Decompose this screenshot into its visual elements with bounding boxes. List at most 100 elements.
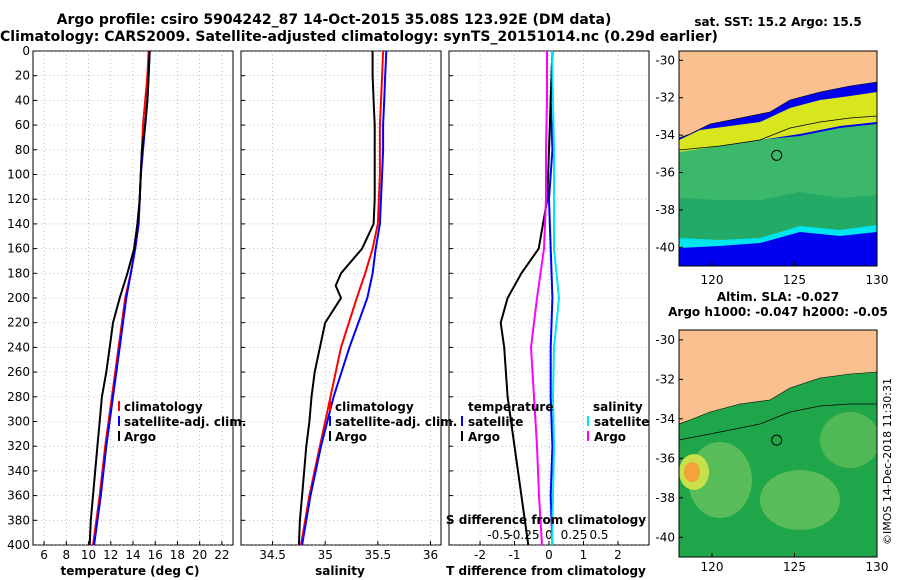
- temperature-series-argo: [88, 50, 151, 546]
- temperature-xtick-label: 16: [148, 548, 163, 562]
- salinity-axis-title: salinity: [315, 564, 365, 578]
- depth-tick-label: 340: [7, 464, 30, 478]
- s-difference-axis-title: S difference from climatology: [446, 513, 646, 527]
- depth-tick-label: 360: [7, 489, 30, 503]
- depth-tick-label: 40: [15, 93, 30, 107]
- legend-label-argo: Argo: [124, 430, 156, 444]
- depth-tick-label: 100: [7, 168, 30, 182]
- temperature-xtick-label: 18: [170, 548, 185, 562]
- depth-tick-label: 320: [7, 439, 30, 453]
- sla-map-title-line2: Argo h1000: -0.047 h2000: -0.05: [668, 305, 888, 319]
- temperature-axis-title: temperature (deg C): [61, 564, 200, 578]
- depth-tick-label: 260: [7, 365, 30, 379]
- depth-tick-label: 160: [7, 242, 30, 256]
- depth-tick-label: 120: [7, 192, 30, 206]
- sst-map-title: sat. SST: 15.2 Argo: 15.5: [694, 15, 861, 29]
- legend-label-satellite: satellite-adj. clim.: [335, 415, 457, 429]
- depth-tick-label: 180: [7, 266, 30, 280]
- s-difference-tick-label: -0.5: [487, 528, 510, 542]
- salinity-xtick-label: 35.5: [364, 548, 391, 562]
- sst-map-coastline: [679, 81, 877, 139]
- salinity-legend: climatology satellite-adj. clim. Argo: [329, 400, 457, 444]
- sst-map-lat-label: -32: [655, 91, 675, 105]
- sst-map-lat-label: -40: [655, 240, 675, 254]
- difference-series-t-satellite: [547, 50, 554, 546]
- sla-map-lat-label: -32: [655, 372, 675, 386]
- legend-label-t-satellite: satellite: [468, 415, 523, 429]
- s-difference-tick-label: -0.25: [508, 528, 539, 542]
- depth-tick-label: 20: [15, 69, 30, 83]
- sst-map-frame: [678, 50, 878, 267]
- sst-map-green-band: [679, 124, 877, 200]
- t-difference-axis-title: T difference from climatology: [446, 564, 646, 578]
- sla-map-frame: [678, 329, 878, 558]
- difference-legend: temperature satellite Argo salinity sate…: [461, 400, 649, 444]
- sla-map-light-patch-3: [820, 412, 877, 468]
- depth-tick-label: 60: [15, 118, 30, 132]
- difference-xtick-label: 2: [614, 548, 622, 562]
- depth-tick-label: 0: [22, 44, 30, 58]
- salinity-series-satellite-adj-clim-: [301, 50, 388, 546]
- sla-map-lon-label: 125: [783, 560, 806, 574]
- sla-map-lat-label: -30: [655, 333, 675, 347]
- sla-map-coastline: [679, 371, 877, 425]
- legend-label-t-argo: Argo: [468, 430, 500, 444]
- depth-tick-label: 80: [15, 143, 30, 157]
- sla-map-lat-label: -34: [655, 412, 675, 426]
- depth-tick-label: 240: [7, 340, 30, 354]
- depth-tick-label: 300: [7, 415, 30, 429]
- s-difference-tick-label: 0.5: [589, 528, 608, 542]
- sst-map-lon-label: 120: [701, 273, 724, 287]
- depth-tick-label: 220: [7, 316, 30, 330]
- s-difference-tick-label: 0.25: [561, 528, 588, 542]
- salinity-xtick-label: 36: [423, 548, 438, 562]
- depth-tick-label: 280: [7, 390, 30, 404]
- salinity-xtick-label: 34.5: [259, 548, 286, 562]
- legend-label-argo: Argo: [335, 430, 367, 444]
- sla-map-land: [679, 330, 877, 424]
- sst-map-shelf-contour: [679, 115, 877, 151]
- difference-series-t-argo: [499, 50, 554, 546]
- figure-title-line2: Climatology: CARS2009. Satellite-adjuste…: [0, 29, 718, 45]
- difference-series-s-argo: [529, 51, 548, 546]
- depth-tick-label: 200: [7, 291, 30, 305]
- sst-map-lat-label: -34: [655, 128, 675, 142]
- sla-map-light-patch-2: [760, 470, 840, 530]
- sla-map-lon-label: 130: [866, 560, 889, 574]
- difference-xtick-label: -2: [474, 548, 486, 562]
- sla-map-lat-label: -40: [655, 530, 675, 544]
- figure-title-line1: Argo profile: csiro 5904242_87 14-Oct-20…: [56, 12, 612, 28]
- depth-tick-label: 400: [7, 538, 30, 552]
- sla-map: [679, 330, 877, 557]
- sst-map-yellow-shelf: [679, 92, 877, 152]
- sst-map-lat-label: -38: [655, 203, 675, 217]
- temperature-xtick-label: 20: [192, 548, 207, 562]
- legend-label-climatology: climatology: [335, 400, 414, 414]
- temperature-xtick-label: 10: [81, 548, 96, 562]
- sla-map-lat-label: -36: [655, 451, 675, 465]
- sla-map-lat-label: -38: [655, 491, 675, 505]
- sst-map-lat-label: -36: [655, 166, 675, 180]
- legend-header-salinity: salinity: [593, 400, 643, 414]
- salinity-series-climatology: [300, 50, 385, 546]
- temperature-xtick-label: 22: [214, 548, 229, 562]
- sla-map-title-line1: Altim. SLA: -0.027: [717, 290, 839, 304]
- sst-map-lon-label: 125: [783, 273, 806, 287]
- difference-xtick-label: -1: [509, 548, 521, 562]
- sla-map-orange-patch: [684, 462, 700, 482]
- temperature-xtick-label: 14: [125, 548, 140, 562]
- salinity-series-argo: [297, 51, 376, 546]
- imos-watermark: ©IMOS 14-Dec-2018 11:30:31: [881, 378, 894, 545]
- legend-label-s-satellite: satellite: [594, 415, 649, 429]
- sla-map-lon-label: 120: [701, 560, 724, 574]
- legend-label-satellite: satellite-adj. clim.: [124, 415, 246, 429]
- sla-map-argo-marker: [771, 434, 783, 446]
- sst-map-argo-marker: [771, 149, 783, 161]
- temperature-xtick-label: 6: [40, 548, 48, 562]
- temperature-xtick-label: 8: [63, 548, 71, 562]
- sst-map: [679, 51, 877, 266]
- difference-xtick-label: 0: [545, 548, 553, 562]
- sst-map-lat-label: -30: [655, 53, 675, 67]
- legend-label-s-argo: Argo: [594, 430, 626, 444]
